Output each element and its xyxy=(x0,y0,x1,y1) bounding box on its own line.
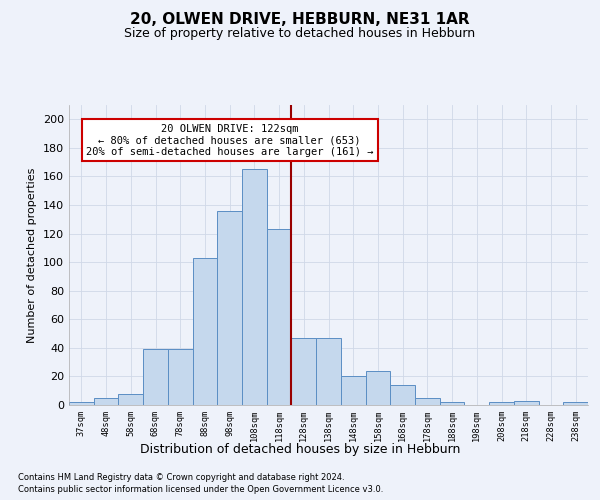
Bar xyxy=(118,394,143,405)
Bar xyxy=(242,170,267,405)
Bar xyxy=(514,400,539,405)
Text: Contains HM Land Registry data © Crown copyright and database right 2024.: Contains HM Land Registry data © Crown c… xyxy=(18,472,344,482)
Bar xyxy=(193,258,217,405)
Y-axis label: Number of detached properties: Number of detached properties xyxy=(28,168,37,342)
Bar xyxy=(267,230,292,405)
Bar xyxy=(390,385,415,405)
Text: Distribution of detached houses by size in Hebburn: Distribution of detached houses by size … xyxy=(140,442,460,456)
Bar xyxy=(168,350,193,405)
Bar xyxy=(440,402,464,405)
Text: 20, OLWEN DRIVE, HEBBURN, NE31 1AR: 20, OLWEN DRIVE, HEBBURN, NE31 1AR xyxy=(130,12,470,28)
Bar xyxy=(143,350,168,405)
Bar xyxy=(217,210,242,405)
Bar xyxy=(489,402,514,405)
Bar xyxy=(415,398,440,405)
Bar xyxy=(563,402,588,405)
Text: 20 OLWEN DRIVE: 122sqm
← 80% of detached houses are smaller (653)
20% of semi-de: 20 OLWEN DRIVE: 122sqm ← 80% of detached… xyxy=(86,124,373,157)
Bar xyxy=(69,402,94,405)
Bar xyxy=(365,370,390,405)
Text: Size of property relative to detached houses in Hebburn: Size of property relative to detached ho… xyxy=(124,28,476,40)
Bar xyxy=(316,338,341,405)
Bar xyxy=(94,398,118,405)
Bar xyxy=(292,338,316,405)
Text: Contains public sector information licensed under the Open Government Licence v3: Contains public sector information licen… xyxy=(18,485,383,494)
Bar xyxy=(341,376,365,405)
